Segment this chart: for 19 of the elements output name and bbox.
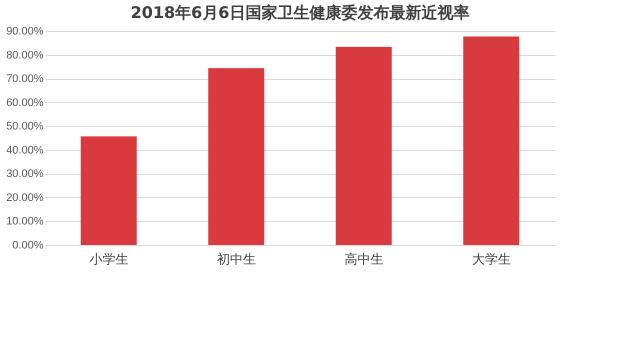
y-tick-label: 0.00% xyxy=(12,240,44,252)
x-tick-label: 高中生 xyxy=(344,252,384,268)
bar xyxy=(80,136,137,245)
x-tick-label: 小学生 xyxy=(89,252,128,268)
y-tick-label: 30.00% xyxy=(6,168,44,180)
y-tick-label: 40.00% xyxy=(6,144,44,156)
y-tick-label: 10.00% xyxy=(6,216,44,228)
x-tick-label: 大学生 xyxy=(472,252,511,268)
bar xyxy=(208,68,264,245)
bar xyxy=(336,46,392,245)
x-tick-label: 初中生 xyxy=(216,252,256,268)
bar xyxy=(463,36,520,245)
chart-title: 2018年6月6日国家卫生健康委发布最新近视率 xyxy=(130,3,470,22)
y-tick-label: 90.00% xyxy=(6,26,44,38)
y-tick-label: 50.00% xyxy=(6,120,44,133)
y-tick-label: 70.00% xyxy=(6,73,44,86)
y-tick-label: 80.00% xyxy=(6,49,44,62)
y-tick-label: 60.00% xyxy=(6,96,44,109)
y-tick-label: 20.00% xyxy=(6,192,44,204)
